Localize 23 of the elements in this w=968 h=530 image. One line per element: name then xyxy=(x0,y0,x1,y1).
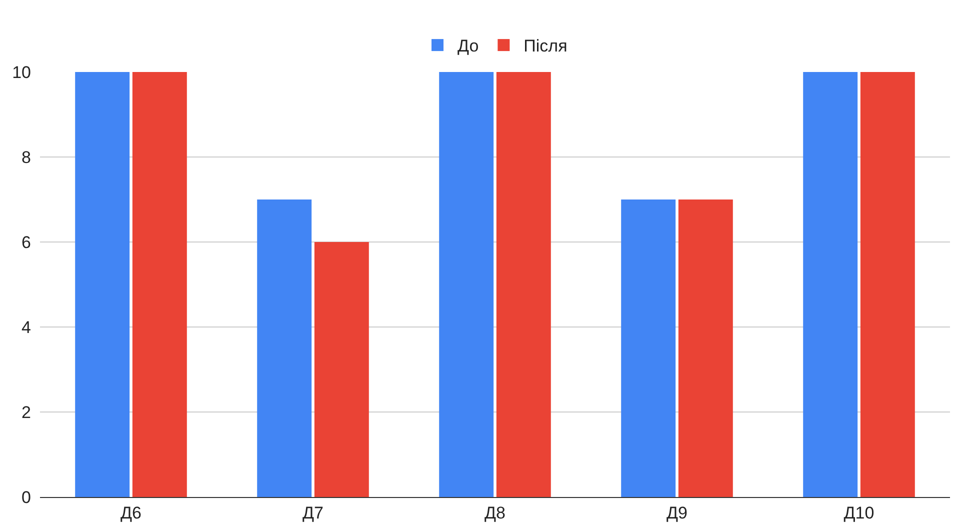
x-tick-label: Д7 xyxy=(302,503,324,522)
y-tick-label: 6 xyxy=(22,232,31,252)
legend-label: До xyxy=(458,36,479,56)
y-tick-label: 8 xyxy=(22,148,31,167)
bar xyxy=(75,72,130,497)
legend-label: Після xyxy=(524,36,568,56)
bar xyxy=(132,72,187,497)
bar xyxy=(621,200,676,497)
bar xyxy=(860,72,915,497)
bar xyxy=(257,200,312,497)
x-tick-label: Д6 xyxy=(120,503,142,522)
bar xyxy=(439,72,494,497)
y-tick-label: 10 xyxy=(12,62,31,82)
bar xyxy=(496,72,551,497)
y-tick-label: 2 xyxy=(22,402,31,422)
bar xyxy=(803,72,858,497)
x-tick-label: Д9 xyxy=(666,503,688,522)
y-tick-label: 4 xyxy=(22,318,31,337)
x-tick-label: Д8 xyxy=(484,503,506,522)
bar xyxy=(678,200,733,497)
x-tick-label: Д10 xyxy=(844,503,874,522)
y-tick-label: 0 xyxy=(22,488,31,507)
bar xyxy=(314,242,369,497)
